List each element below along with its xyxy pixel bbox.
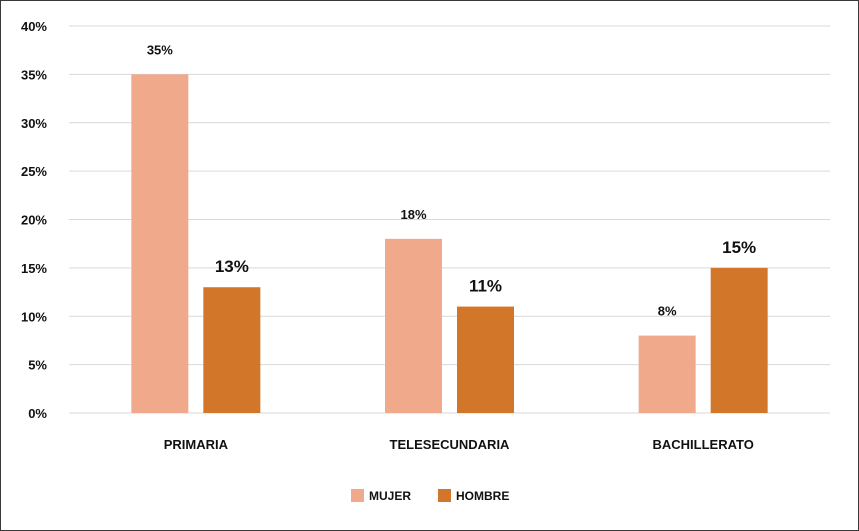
y-tick-label: 0% — [28, 406, 47, 421]
gridlines — [69, 25, 830, 414]
bars — [131, 74, 768, 413]
y-tick-label: 40% — [21, 19, 47, 34]
bar-mujer-bachillerato — [638, 335, 696, 413]
y-tick-label: 20% — [21, 213, 47, 228]
bar-hombre-primaria — [203, 287, 261, 413]
legend-label: HOMBRE — [456, 489, 509, 503]
y-tick-label: 30% — [21, 116, 47, 131]
y-axis-ticks: 0% 5% 10% 15% 20% 25% 30% 35% 40% — [21, 19, 47, 421]
legend-swatch-mujer — [351, 489, 364, 502]
bar-hombre-telesecundaria — [457, 306, 514, 413]
x-category-label: BACHILLERATO — [652, 437, 753, 452]
y-tick-label: 15% — [21, 261, 47, 276]
bar-hombre-bachillerato — [710, 267, 768, 413]
data-label: 11% — [469, 277, 502, 296]
data-label: 18% — [400, 207, 426, 222]
data-labels: 35% 13% 18% 11% 8% 15% — [147, 42, 756, 318]
data-label: 15% — [722, 238, 756, 257]
bar-mujer-telesecundaria — [385, 238, 442, 413]
legend-label: MUJER — [369, 489, 411, 503]
y-tick-label: 10% — [21, 309, 47, 324]
bar-mujer-primaria — [131, 74, 189, 413]
legend: MUJER HOMBRE — [351, 489, 509, 503]
legend-swatch-hombre — [438, 489, 451, 502]
x-category-label: TELESECUNDARIA — [390, 437, 511, 452]
data-label: 35% — [147, 42, 173, 57]
y-tick-label: 5% — [28, 358, 47, 373]
data-label: 8% — [658, 304, 677, 319]
x-axis-categories: PRIMARIA TELESECUNDARIA BACHILLERATO — [164, 437, 754, 452]
x-category-label: PRIMARIA — [164, 437, 229, 452]
data-label: 13% — [215, 257, 249, 276]
y-tick-label: 35% — [21, 67, 47, 82]
y-tick-label: 25% — [21, 164, 47, 179]
